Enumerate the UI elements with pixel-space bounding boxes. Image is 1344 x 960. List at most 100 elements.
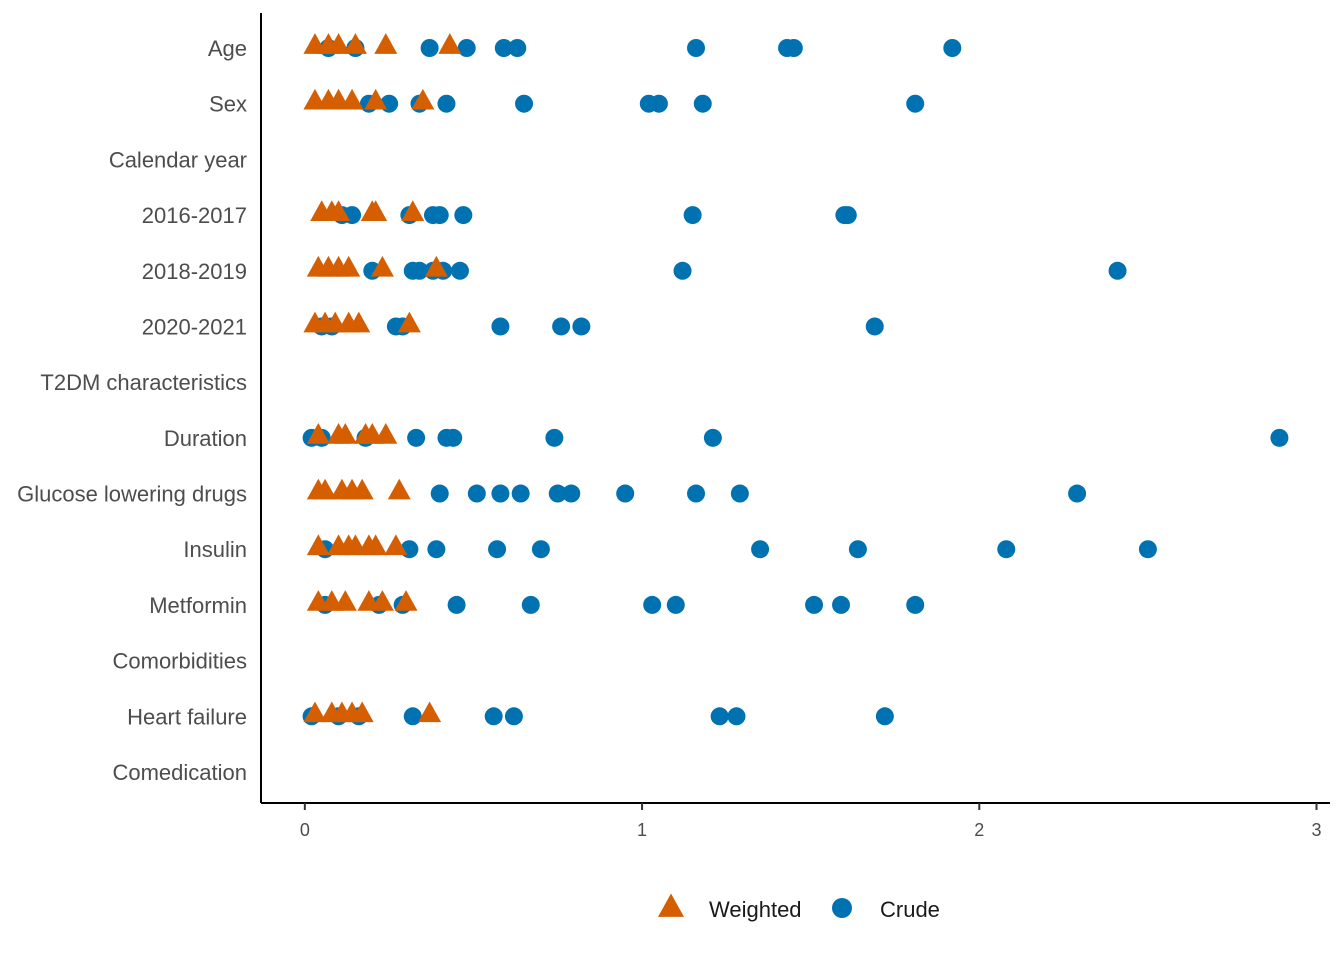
weighted-point-age-4	[374, 33, 398, 54]
y-tick-label-insulin: Insulin	[183, 537, 247, 562]
crude-point-age-8	[784, 39, 803, 57]
legend-crude-circle-icon	[832, 898, 852, 918]
crude-point-glucose-lowering-drugs-5	[562, 484, 581, 503]
crude-point-glucose-lowering-drugs-1	[467, 484, 486, 503]
crude-point-sex-7	[693, 94, 712, 113]
crude-point-insulin-8	[1138, 540, 1157, 559]
crude-point-age-6	[687, 39, 706, 57]
crude-point-insulin-6	[848, 540, 867, 559]
y-tick-label-heart-failure: Heart failure	[127, 704, 247, 729]
crude-point-duration-7	[703, 428, 722, 447]
crude-point-insulin-3	[488, 540, 507, 559]
weighted-point-sex-3	[340, 88, 364, 110]
y-tick-label-metformin: Metformin	[149, 593, 247, 618]
weighted-point-glucose-lowering-drugs-1	[313, 478, 337, 500]
crude-point-2016-2017-4	[430, 206, 449, 225]
weighted-point-metformin-2	[333, 590, 357, 611]
crude-point-2020-2021-5	[552, 317, 571, 336]
crude-point-glucose-lowering-drugs-2	[491, 484, 510, 503]
legend-weighted-triangle-icon	[658, 893, 684, 917]
y-tick-label-calendar-year: Calendar year	[109, 147, 247, 172]
crude-point-heart-failure-4	[484, 707, 503, 726]
crude-point-heart-failure-8	[875, 707, 894, 726]
crude-point-heart-failure-3	[403, 707, 422, 726]
weighted-point-insulin-5	[364, 534, 388, 556]
crude-point-2018-2019-2	[410, 261, 429, 280]
legend-weighted-label: Weighted	[709, 897, 802, 922]
y-tick-label-comorbidities: Comorbidities	[113, 649, 248, 674]
x-tick-label-1: 1	[637, 820, 647, 840]
crude-point-2020-2021-7	[865, 317, 884, 336]
x-tick-labels: 0 1 2 3	[300, 803, 1322, 840]
crude-point-glucose-lowering-drugs-0	[430, 484, 449, 503]
crude-point-insulin-2	[427, 540, 446, 559]
crude-point-age-5	[508, 39, 527, 57]
crude-point-2018-2019-6	[673, 261, 692, 280]
crude-point-insulin-7	[997, 540, 1016, 559]
weighted-point-sex-4	[364, 88, 388, 110]
crude-point-heart-failure-7	[727, 707, 746, 726]
legend-crude-label: Crude	[880, 897, 940, 922]
crude-point-metformin-4	[521, 595, 540, 614]
weighted-point-glucose-lowering-drugs-4	[350, 478, 374, 500]
crude-point-2018-2019-5	[450, 261, 469, 280]
crude-point-sex-8	[906, 94, 925, 113]
crude-point-metformin-6	[666, 595, 685, 614]
weighted-point-2016-2017-4	[364, 200, 388, 221]
weighted-point-metformin-5	[394, 590, 418, 611]
weighted-point-metformin-4	[370, 590, 394, 611]
weighted-point-2018-2019-4	[370, 255, 394, 277]
weighted-point-duration-2	[333, 423, 357, 444]
weighted-point-heart-failure-0	[303, 701, 327, 723]
crude-point-glucose-lowering-drugs-4	[548, 484, 567, 503]
crude-point-2020-2021-6	[572, 317, 591, 336]
y-tick-label-sex: Sex	[209, 92, 247, 117]
y-tick-label-2016-2017: 2016-2017	[142, 203, 247, 228]
weighted-point-heart-failure-4	[350, 701, 374, 723]
crude-point-age-2	[420, 39, 439, 57]
crude-point-glucose-lowering-drugs-8	[730, 484, 749, 503]
crude-point-duration-8	[1270, 428, 1289, 447]
y-tick-label-2018-2019: 2018-2019	[142, 259, 247, 284]
axes	[260, 13, 1330, 804]
crude-point-heart-failure-5	[504, 707, 523, 726]
y-tick-label-age: Age	[208, 36, 247, 61]
crude-series	[302, 39, 1289, 726]
crude-point-duration-3	[407, 428, 426, 447]
weighted-point-age-3	[343, 33, 367, 54]
y-tick-label-t2dm-characteristics: T2DM characteristics	[40, 370, 247, 395]
crude-point-2016-2017-8	[838, 206, 857, 225]
legend: Weighted Crude	[658, 893, 940, 922]
crude-point-2016-2017-6	[683, 206, 702, 225]
crude-point-age-4	[494, 39, 513, 57]
x-tick-label-3: 3	[1312, 820, 1322, 840]
crude-point-metformin-9	[906, 595, 925, 614]
weighted-point-insulin-6	[384, 534, 408, 556]
weighted-point-heart-failure-5	[418, 701, 442, 723]
weighted-point-2018-2019-5	[424, 255, 448, 277]
weighted-point-2020-2021-5	[397, 311, 421, 333]
y-tick-label-glucose-lowering-drugs: Glucose lowering drugs	[17, 482, 247, 507]
y-tick-label-duration: Duration	[164, 426, 247, 451]
weighted-point-insulin-0	[306, 534, 330, 556]
weighted-point-sex-5	[411, 88, 435, 110]
crude-point-2018-2019-7	[1108, 261, 1127, 280]
weighted-point-age-5	[438, 33, 462, 54]
crude-point-duration-5	[444, 428, 463, 447]
weighted-point-2016-2017-5	[401, 200, 425, 221]
weighted-point-2018-2019-3	[337, 255, 361, 277]
weighted-point-2016-2017-2	[327, 200, 351, 221]
crude-point-metformin-5	[643, 595, 662, 614]
weighted-point-glucose-lowering-drugs-5	[387, 478, 411, 500]
crude-point-sex-6	[649, 94, 668, 113]
crude-point-glucose-lowering-drugs-7	[687, 484, 706, 503]
crude-point-insulin-4	[531, 540, 550, 559]
crude-point-glucose-lowering-drugs-6	[616, 484, 635, 503]
crude-point-glucose-lowering-drugs-9	[1068, 484, 1087, 503]
crude-point-metformin-8	[832, 595, 851, 614]
crude-point-metformin-3	[447, 595, 466, 614]
weighted-point-age-2	[327, 33, 351, 54]
weighted-series	[303, 33, 462, 723]
crude-point-2016-2017-5	[454, 206, 473, 225]
